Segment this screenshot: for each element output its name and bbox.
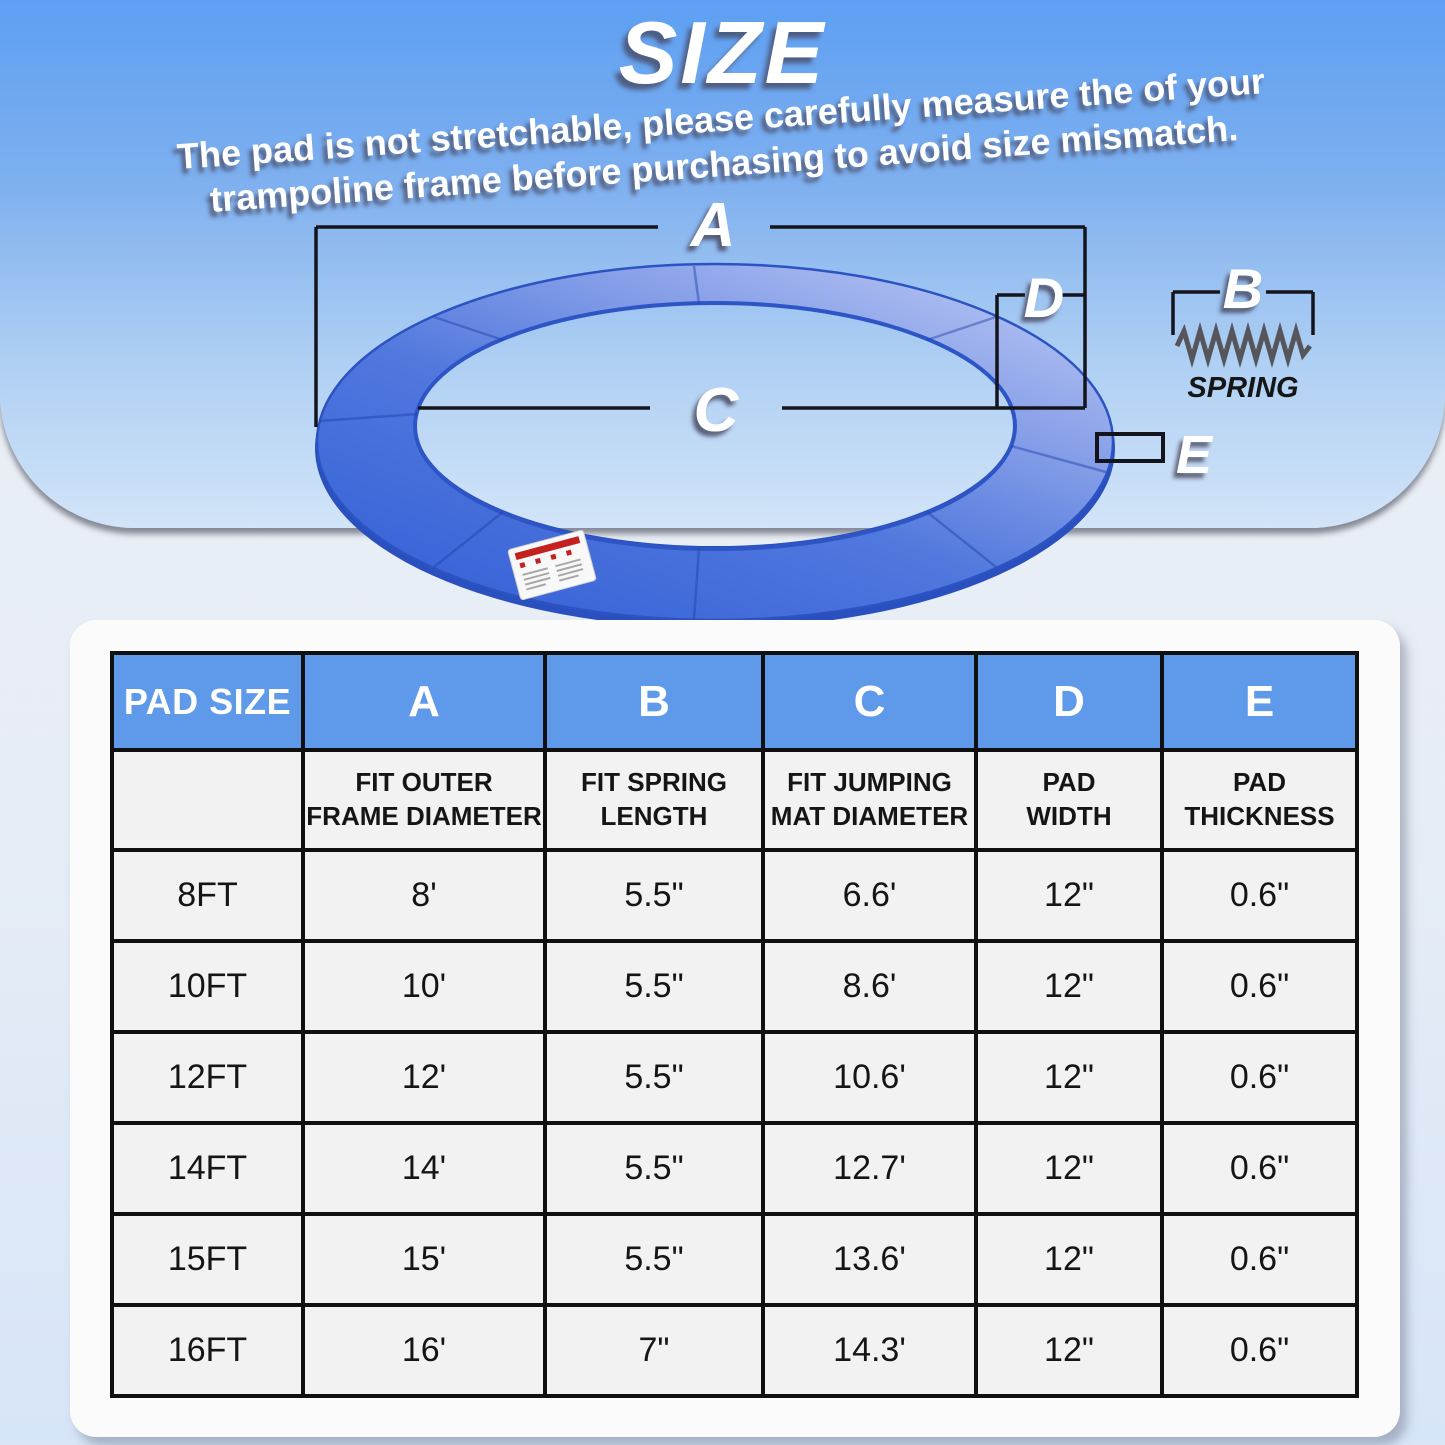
table-row: 12FT 12' 5.5" 10.6' 12" 0.6": [110, 1030, 1359, 1125]
cell-b: 5.5": [543, 939, 765, 1034]
cell-d: 12": [974, 1303, 1164, 1398]
dimension-lines: [314, 225, 1315, 463]
col-header-d: D: [974, 651, 1164, 752]
cell-d: 12": [974, 1121, 1164, 1216]
warning-sticker: [507, 529, 597, 601]
cell-a: 12': [301, 1030, 547, 1125]
cell-c: 12.7': [761, 1121, 978, 1216]
cell-b: 5.5": [543, 1030, 765, 1125]
spring-icon: [1174, 321, 1312, 369]
col-header-c: C: [761, 651, 978, 752]
cell-size: 16FT: [110, 1303, 305, 1398]
cell-d: 12": [974, 1212, 1164, 1307]
pad-dimension-diagram: A B C D E SPRING: [314, 191, 1315, 628]
spring-label: SPRING: [1187, 372, 1298, 404]
label-a: A: [689, 191, 736, 260]
cell-b: 5.5": [543, 848, 765, 943]
pad-inner-edge: [413, 301, 1017, 551]
table-row: 15FT 15' 5.5" 13.6' 12" 0.6": [110, 1212, 1359, 1307]
cell-e: 0.6": [1160, 939, 1359, 1034]
cell-c: 8.6': [761, 939, 978, 1034]
cell-d: 12": [974, 939, 1164, 1034]
cell-e: 0.6": [1160, 1212, 1359, 1307]
cell-e: 0.6": [1160, 848, 1359, 943]
cell-a: 8': [301, 848, 547, 943]
cell-b: 5.5": [543, 1212, 765, 1307]
col-header-b: B: [543, 651, 765, 752]
cell-size: 8FT: [110, 848, 305, 943]
table-header-row: PAD SIZE A B C D E: [110, 651, 1359, 752]
cell-b: 5.5": [543, 1121, 765, 1216]
cell-b: 7": [543, 1303, 765, 1398]
cell-c: 6.6': [761, 848, 978, 943]
subheader-a: FIT OUTER FRAME DIAMETER: [301, 748, 547, 852]
table-subheader-row: FIT OUTER FRAME DIAMETER FIT SPRING LENG…: [110, 748, 1359, 852]
cell-c: 13.6': [761, 1212, 978, 1307]
cell-d: 12": [974, 848, 1164, 943]
subheader-d: PAD WIDTH: [974, 748, 1164, 852]
cell-size: 12FT: [110, 1030, 305, 1125]
cell-a: 10': [301, 939, 547, 1034]
col-header-pad-size: PAD SIZE: [110, 651, 305, 752]
cell-e: 0.6": [1160, 1303, 1359, 1398]
table-row: 16FT 16' 7" 14.3' 12" 0.6": [110, 1303, 1359, 1398]
cell-a: 16': [301, 1303, 547, 1398]
size-table: PAD SIZE A B C D E FIT OUTER FRAME DIAME…: [110, 651, 1359, 1398]
cell-c: 10.6': [761, 1030, 978, 1125]
subheader-empty: [110, 748, 305, 852]
cell-d: 12": [974, 1030, 1164, 1125]
label-c: C: [694, 376, 740, 445]
cell-e: 0.6": [1160, 1121, 1359, 1216]
cell-size: 14FT: [110, 1121, 305, 1216]
label-e: E: [1176, 425, 1214, 485]
page-title: SIZE: [618, 3, 827, 102]
cell-a: 15': [301, 1212, 547, 1307]
table-row: 14FT 14' 5.5" 12.7' 12" 0.6": [110, 1121, 1359, 1216]
cell-size: 10FT: [110, 939, 305, 1034]
cell-c: 14.3': [761, 1303, 978, 1398]
table-row: 8FT 8' 5.5" 6.6' 12" 0.6": [110, 848, 1359, 943]
subheader-c: FIT JUMPING MAT DIAMETER: [761, 748, 978, 852]
col-header-a: A: [301, 651, 547, 752]
label-d: D: [1024, 266, 1064, 329]
subheader-e: PAD THICKNESS: [1160, 748, 1359, 852]
pad-segment-seams: [318, 265, 1107, 620]
col-header-e: E: [1160, 651, 1359, 752]
cell-e: 0.6": [1160, 1030, 1359, 1125]
cell-size: 15FT: [110, 1212, 305, 1307]
label-b: B: [1223, 257, 1263, 320]
cell-a: 14': [301, 1121, 547, 1216]
subheader-b: FIT SPRING LENGTH: [543, 748, 765, 852]
table-row: 10FT 10' 5.5" 8.6' 12" 0.6": [110, 939, 1359, 1034]
